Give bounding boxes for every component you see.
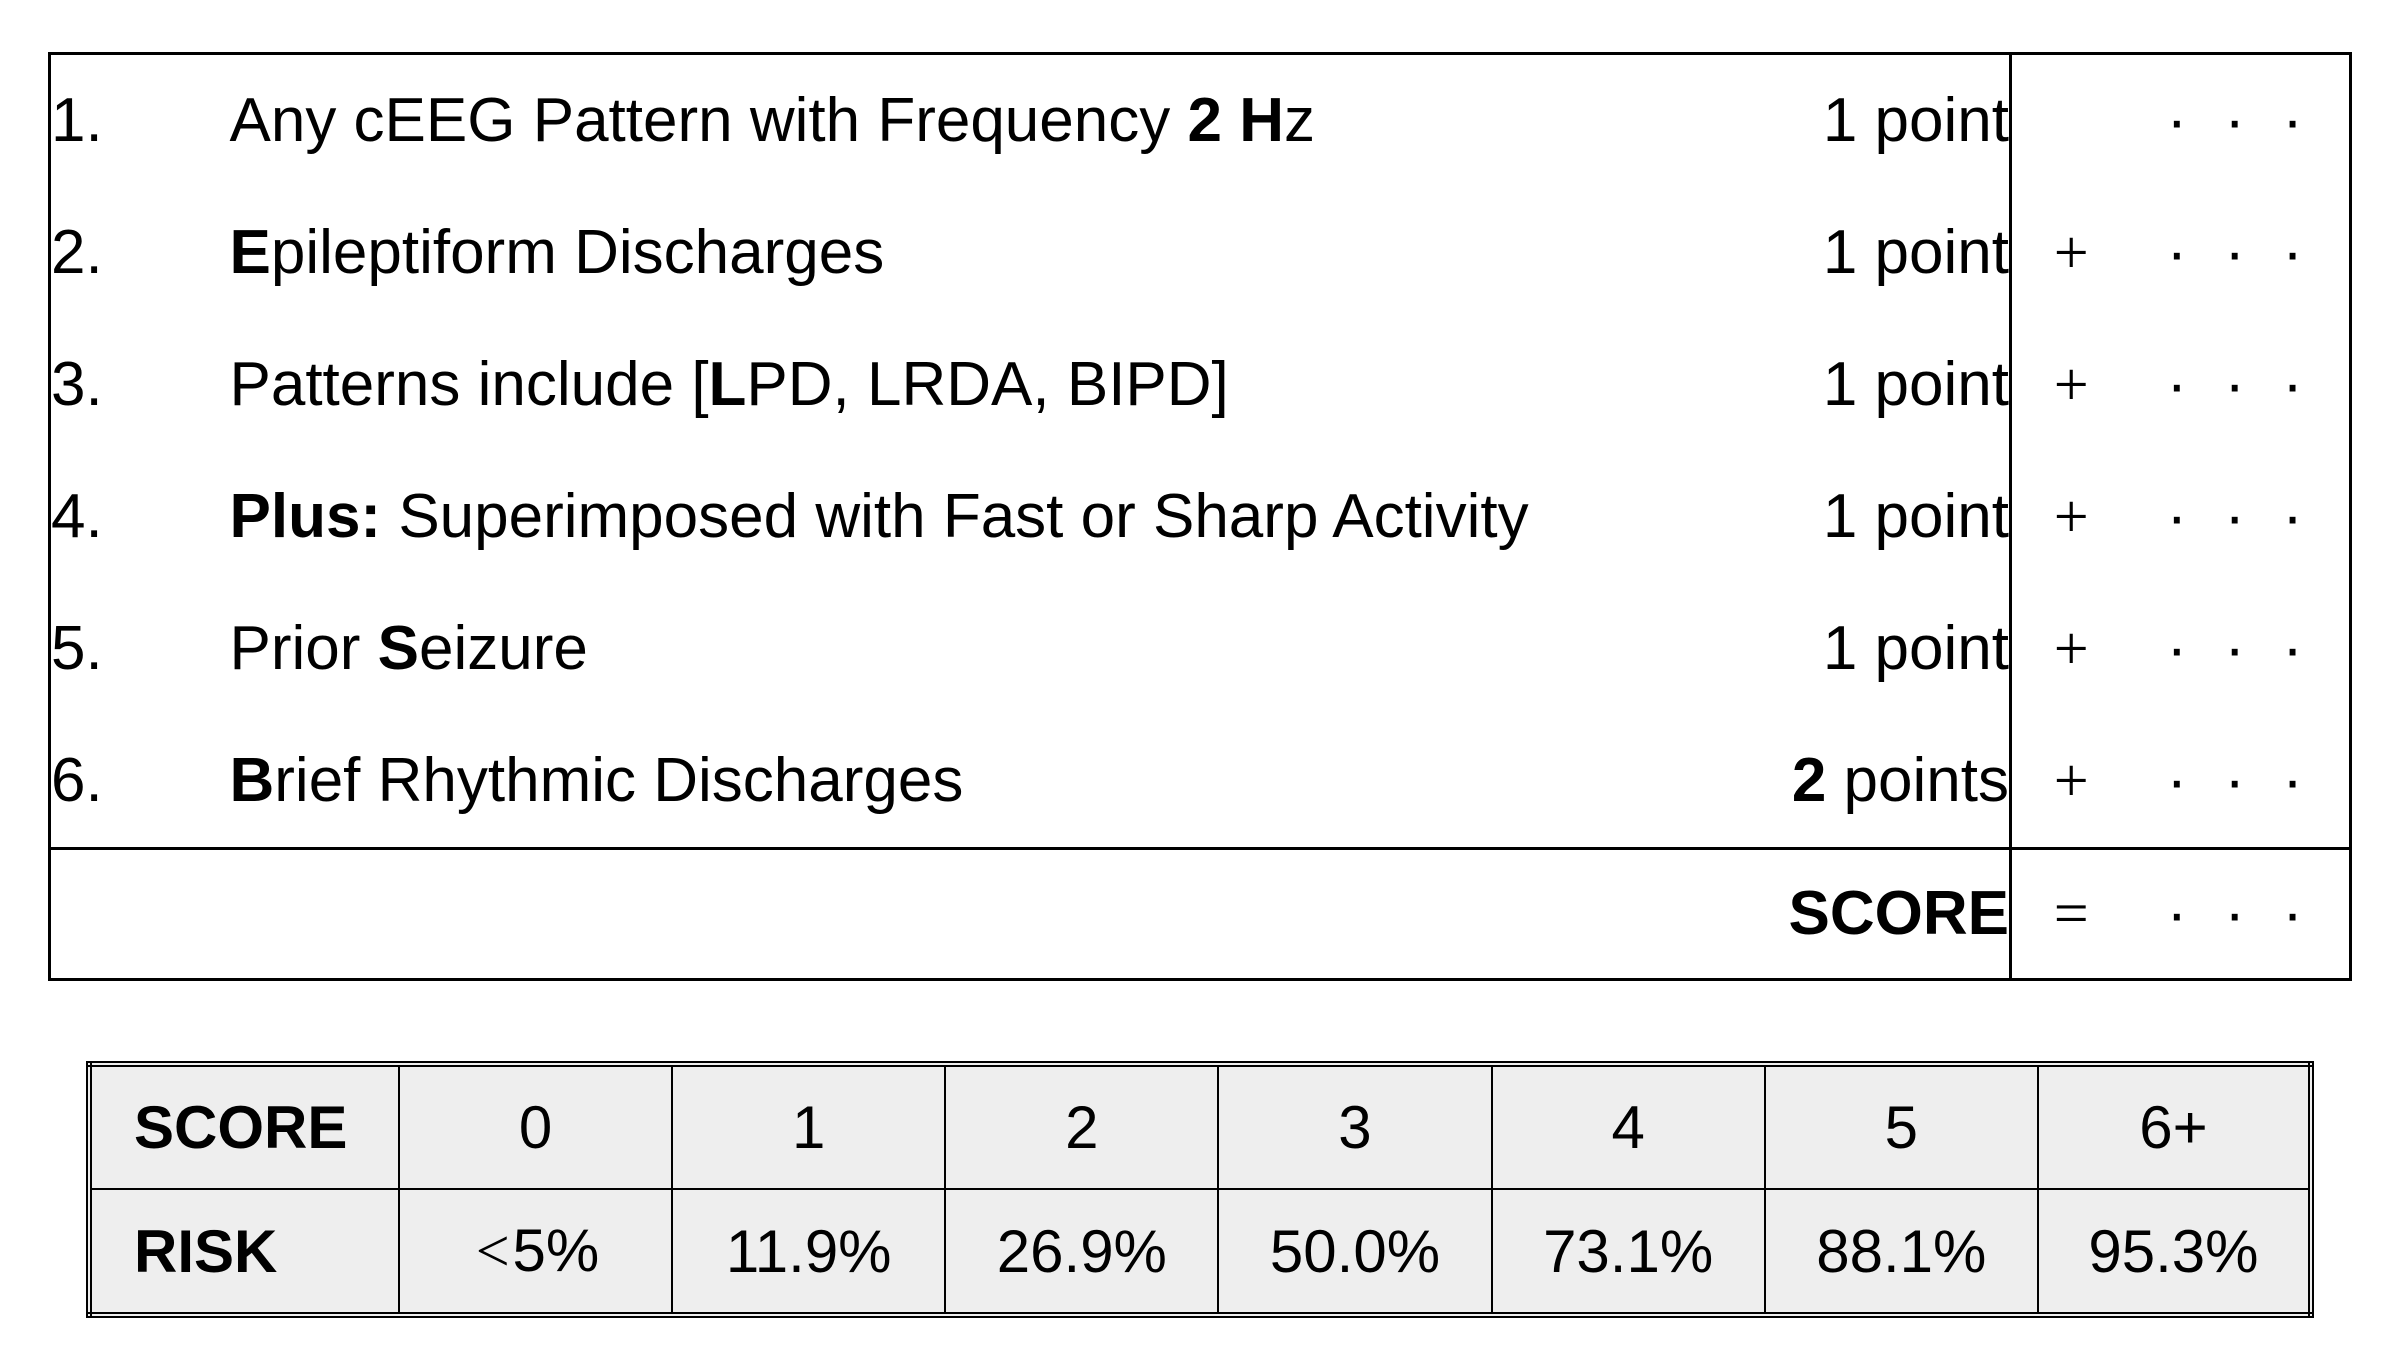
- criteria-value: · · ·: [2131, 715, 2351, 849]
- criteria-row: 4. Plus: Superimposed with Fast or Sharp…: [50, 451, 2351, 583]
- risk-value-row: RISK <5% 11.9% 26.9% 50.0% 73.1% 88.1% 9…: [89, 1189, 2311, 1315]
- criteria-row: 2. Epileptiform Discharges 1 point + · ·…: [50, 187, 2351, 319]
- criteria-points: 1 point: [1671, 319, 2011, 451]
- score-label: SCORE: [1671, 849, 2011, 980]
- risk-value-cell: 88.1%: [1765, 1189, 2038, 1315]
- risk-score-cell: 1: [672, 1064, 945, 1189]
- criteria-row: 1. Any cEEG Pattern with Frequency 2 Hz …: [50, 54, 2351, 188]
- risk-table: SCORE 0 1 2 3 4 5 6+ RISK <5% 11.9% 26.9…: [86, 1061, 2314, 1318]
- criteria-table: 1. Any cEEG Pattern with Frequency 2 Hz …: [48, 52, 2352, 981]
- risk-value-header: RISK: [89, 1189, 399, 1315]
- criteria-desc: Any cEEG Pattern with Frequency 2 Hz: [230, 54, 1671, 188]
- criteria-value: · · ·: [2131, 187, 2351, 319]
- risk-score-cell: 4: [1492, 1064, 1765, 1189]
- risk-value-cell: 73.1%: [1492, 1189, 1765, 1315]
- criteria-operator: [2011, 54, 2131, 188]
- criteria-desc: Patterns include [LPD, LRDA, BIPD]: [230, 319, 1671, 451]
- risk-score-cell: 0: [399, 1064, 672, 1189]
- criteria-desc: Brief Rhythmic Discharges: [230, 715, 1671, 849]
- risk-value-cell: 11.9%: [672, 1189, 945, 1315]
- criteria-row: 5. Prior Seizure 1 point + · · ·: [50, 583, 2351, 715]
- risk-value-cell: 26.9%: [945, 1189, 1218, 1315]
- criteria-desc: Prior Seizure: [230, 583, 1671, 715]
- criteria-operator: +: [2011, 451, 2131, 583]
- risk-table-wrap: SCORE 0 1 2 3 4 5 6+ RISK <5% 11.9% 26.9…: [48, 1061, 2352, 1318]
- criteria-operator: +: [2011, 583, 2131, 715]
- risk-score-cell: 2: [945, 1064, 1218, 1189]
- criteria-row: 3. Patterns include [LPD, LRDA, BIPD] 1 …: [50, 319, 2351, 451]
- criteria-desc: Epileptiform Discharges: [230, 187, 1671, 319]
- criteria-index: 2.: [50, 187, 230, 319]
- criteria-operator: +: [2011, 319, 2131, 451]
- criteria-points: 1 point: [1671, 187, 2011, 319]
- risk-score-row: SCORE 0 1 2 3 4 5 6+: [89, 1064, 2311, 1189]
- risk-value-cell: 50.0%: [1218, 1189, 1491, 1315]
- score-value: · · ·: [2131, 849, 2351, 980]
- criteria-points: 2 points: [1671, 715, 2011, 849]
- criteria-value: · · ·: [2131, 583, 2351, 715]
- criteria-points: 1 point: [1671, 451, 2011, 583]
- risk-value-cell: <5%: [399, 1189, 672, 1315]
- risk-score-cell: 5: [1765, 1064, 2038, 1189]
- criteria-operator: +: [2011, 187, 2131, 319]
- criteria-value: · · ·: [2131, 451, 2351, 583]
- criteria-index: 6.: [50, 715, 230, 849]
- criteria-points: 1 point: [1671, 54, 2011, 188]
- criteria-value: · · ·: [2131, 319, 2351, 451]
- risk-value-cell: 95.3%: [2038, 1189, 2311, 1315]
- risk-score-cell: 6+: [2038, 1064, 2311, 1189]
- criteria-value: · · ·: [2131, 54, 2351, 188]
- criteria-index: 1.: [50, 54, 230, 188]
- criteria-index: 5.: [50, 583, 230, 715]
- criteria-desc: Plus: Superimposed with Fast or Sharp Ac…: [230, 451, 1671, 583]
- score-operator: =: [2011, 849, 2131, 980]
- criteria-row: 6. Brief Rhythmic Discharges 2 points + …: [50, 715, 2351, 849]
- risk-score-header: SCORE: [89, 1064, 399, 1189]
- criteria-index: 3.: [50, 319, 230, 451]
- criteria-points: 1 point: [1671, 583, 2011, 715]
- risk-score-cell: 3: [1218, 1064, 1491, 1189]
- criteria-index: 4.: [50, 451, 230, 583]
- criteria-total-row: SCORE = · · ·: [50, 849, 2351, 980]
- criteria-operator: +: [2011, 715, 2131, 849]
